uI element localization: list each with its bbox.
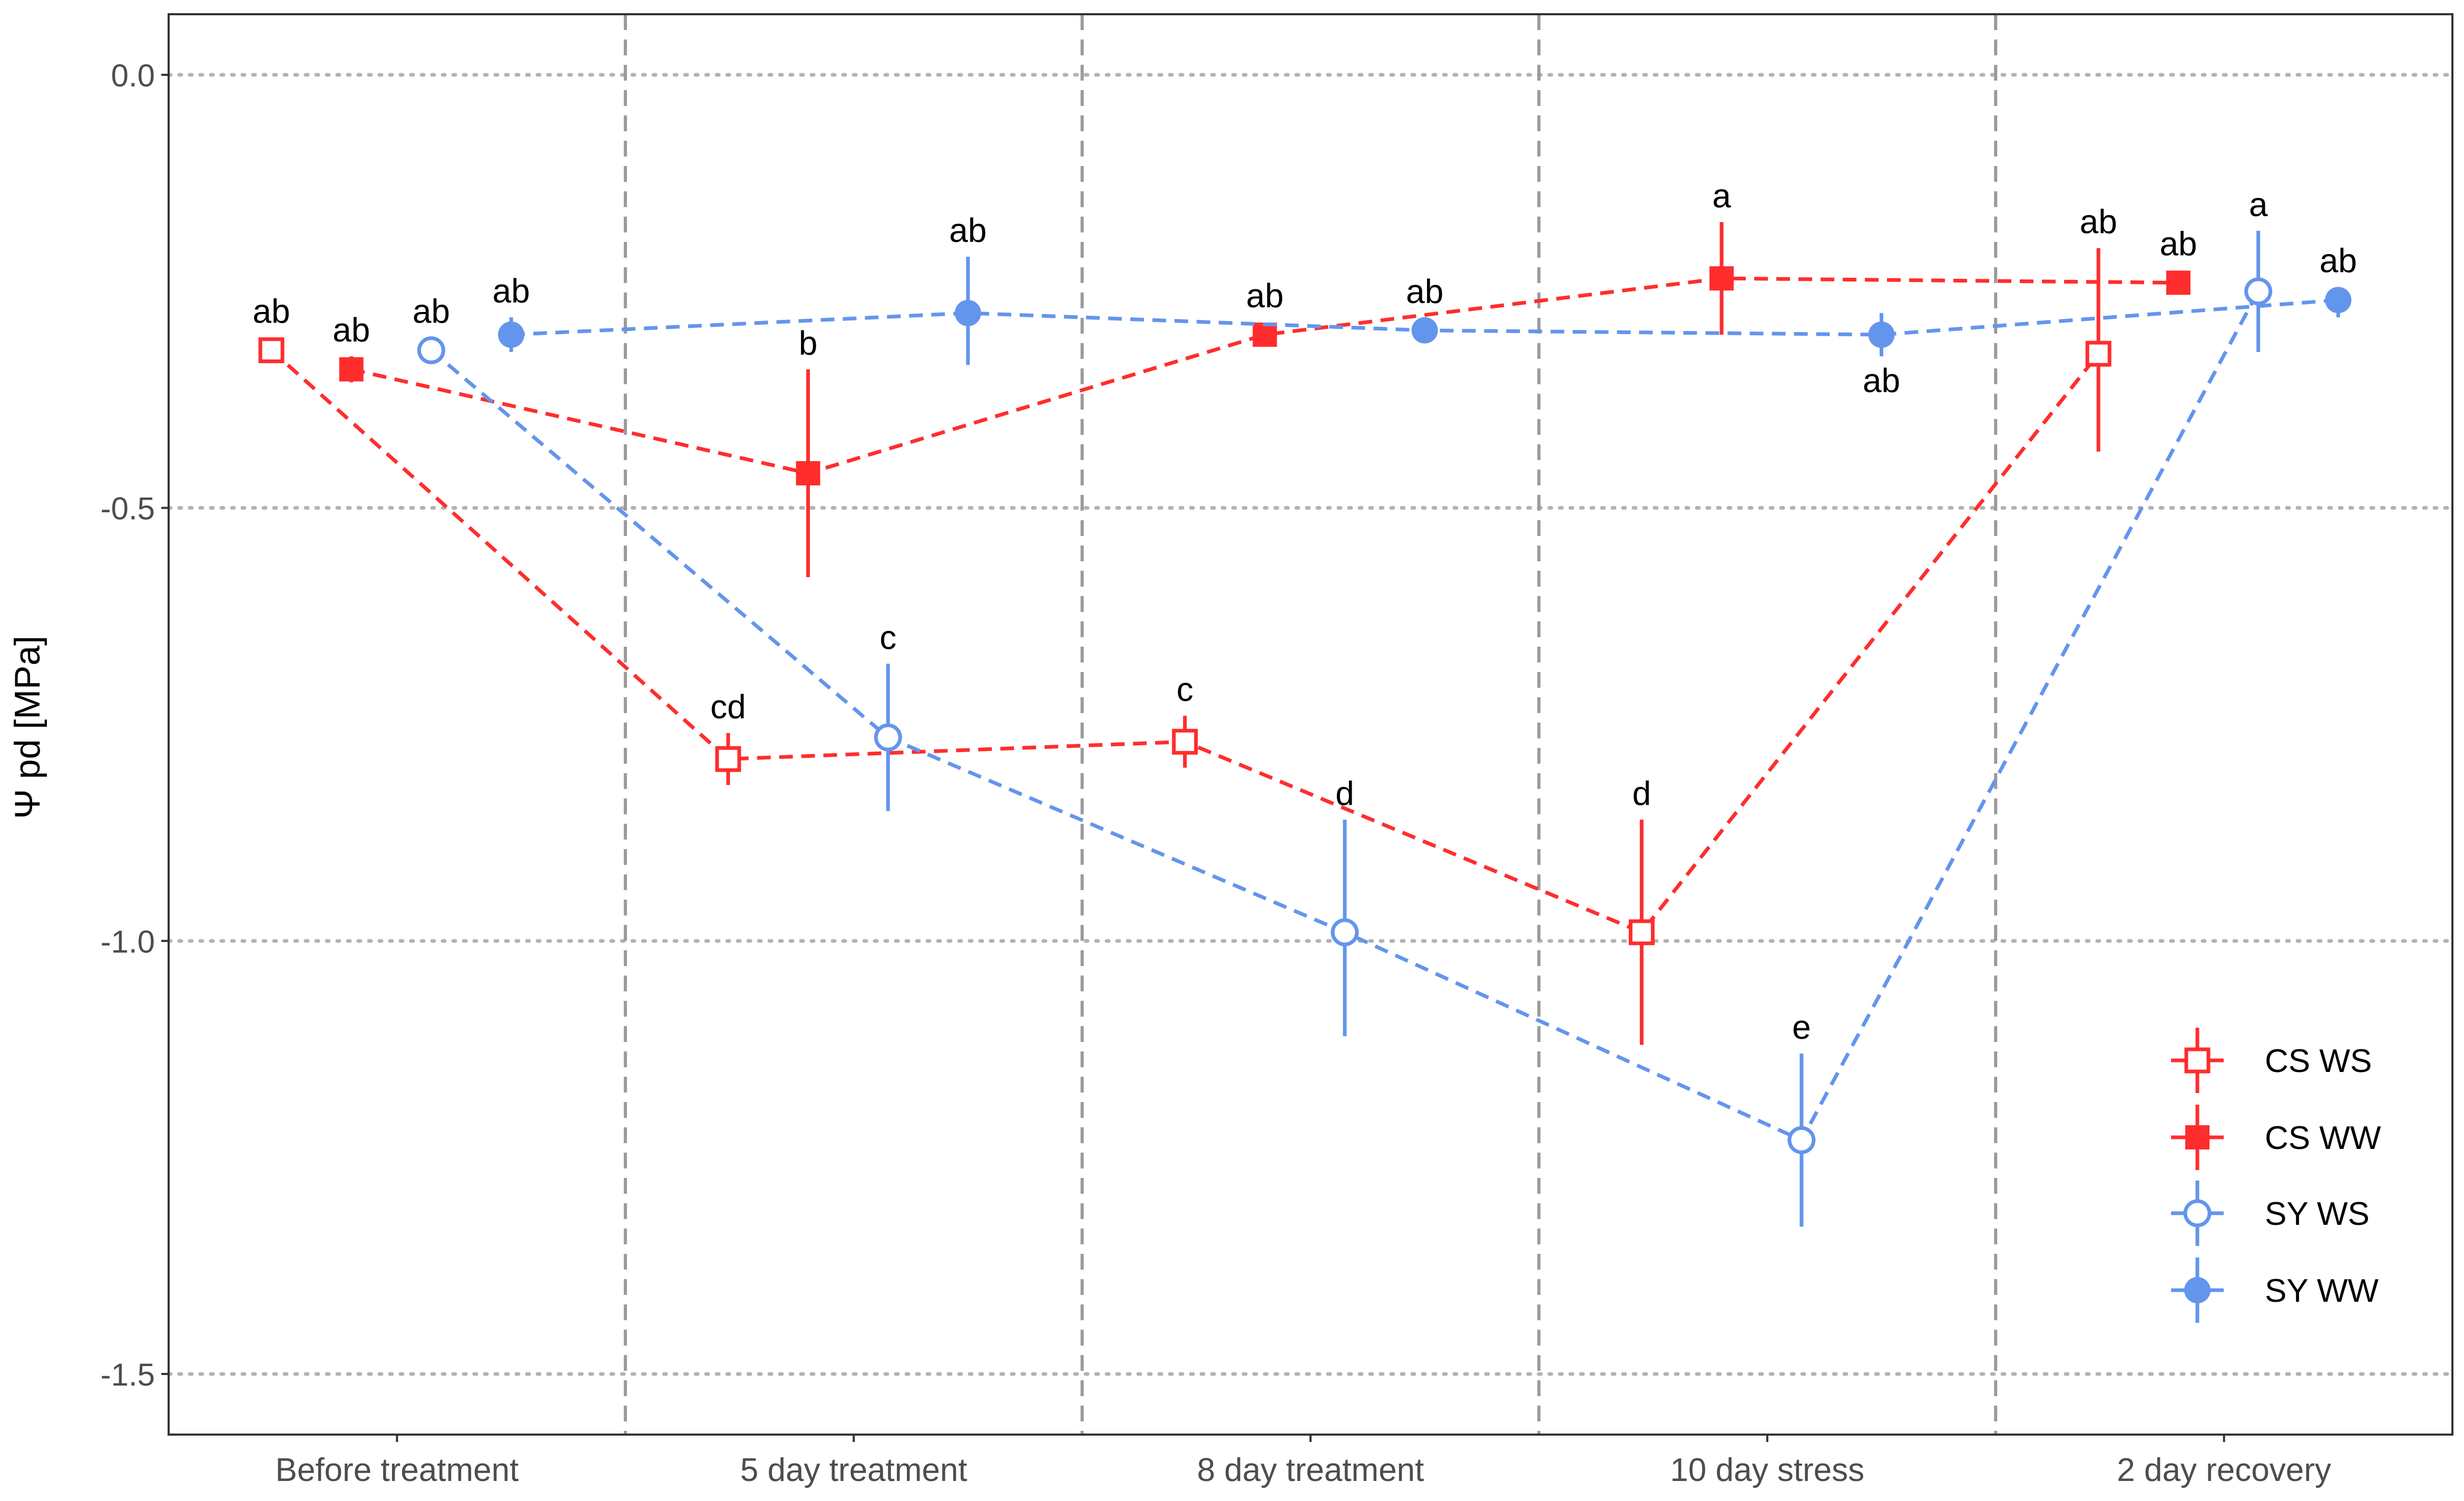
significance-label: ab: [1863, 362, 1900, 399]
data-point: [2166, 270, 2191, 295]
data-point: [258, 337, 285, 364]
series-cs-ww: ab b ab a ab: [333, 177, 2197, 578]
data-point: [1868, 321, 1895, 348]
significance-label: a: [2249, 186, 2268, 223]
significance-label: e: [1792, 1008, 1811, 1046]
data-point: [339, 357, 364, 382]
legend-item: SY WS: [2171, 1181, 2370, 1246]
significance-label: d: [1335, 774, 1354, 812]
legend-item: CS WS: [2171, 1028, 2372, 1093]
data-point: [874, 723, 902, 752]
significance-label: ab: [949, 211, 986, 249]
significance-label: ab: [2320, 242, 2357, 280]
data-point: [1411, 317, 1438, 344]
y-axis: 0.0 -0.5 -1.0 -1.5: [101, 58, 169, 1392]
significance-label: ab: [493, 272, 530, 310]
legend-marker: [2184, 1277, 2211, 1303]
significance-label: ab: [2159, 225, 2197, 262]
legend-label: SY WW: [2265, 1273, 2379, 1309]
significance-label: ab: [2080, 203, 2117, 241]
significance-label: b: [799, 324, 818, 362]
data-point: [1172, 728, 1198, 755]
data-point: [1787, 1126, 1816, 1154]
legend-item: SY WW: [2171, 1258, 2379, 1323]
significance-label: c: [1177, 670, 1194, 708]
significance-label: a: [1712, 177, 1731, 215]
legend-marker: [2185, 1125, 2209, 1149]
data-point: [796, 461, 820, 485]
legend-marker: [2183, 1199, 2212, 1227]
y-tick-label: -1.0: [101, 924, 155, 959]
data-point: [2325, 287, 2352, 314]
series-sy-ww: ab ab ab ab ab: [493, 211, 2357, 399]
x-tick-label: Before treatment: [276, 1452, 519, 1488]
significance-label: cd: [710, 688, 746, 726]
data-point: [715, 746, 741, 772]
data-point: [954, 299, 981, 326]
significance-label: d: [1632, 774, 1651, 812]
grid-lines: [167, 73, 2455, 1376]
x-axis: Before treatment 5 day treatment 8 day tre…: [276, 1435, 2331, 1488]
x-tick-label: 10 day stress: [1670, 1452, 1864, 1488]
legend-label: CS WS: [2265, 1043, 2372, 1079]
y-tick-label: -1.5: [101, 1357, 155, 1392]
significance-label: ab: [413, 293, 450, 330]
data-point: [498, 321, 525, 348]
data-point: [1709, 266, 1734, 291]
y-tick-label: 0.0: [111, 58, 155, 93]
legend-label: CS WW: [2265, 1120, 2381, 1156]
significance-label: c: [879, 618, 896, 656]
data-point: [417, 336, 445, 365]
y-tick-label: -0.5: [101, 491, 155, 527]
category-dividers: [623, 14, 1998, 1435]
legend-item: CS WW: [2171, 1105, 2381, 1170]
significance-label: ab: [252, 293, 290, 330]
significance-label: ab: [333, 311, 370, 349]
legend-marker: [2184, 1047, 2211, 1074]
data-point: [1331, 918, 1359, 947]
series-line: [350, 276, 2178, 475]
significance-label: ab: [1406, 272, 1443, 310]
y-axis-title: Ψ pd [MPa]: [7, 636, 47, 819]
x-tick-label: 2 day recovery: [2117, 1452, 2331, 1488]
legend-label: SY WS: [2265, 1196, 2370, 1232]
data-point: [2244, 277, 2273, 306]
data-point: [1253, 323, 1277, 347]
series-line: [270, 348, 2100, 935]
legend: CS WS CS WW SY WS SY WW: [2171, 1028, 2381, 1323]
x-tick-label: 8 day treatment: [1197, 1452, 1424, 1488]
significance-label: ab: [1246, 277, 1284, 315]
data-point: [2085, 340, 2111, 367]
x-tick-label: 5 day treatment: [740, 1452, 967, 1488]
data-point: [1628, 919, 1655, 946]
